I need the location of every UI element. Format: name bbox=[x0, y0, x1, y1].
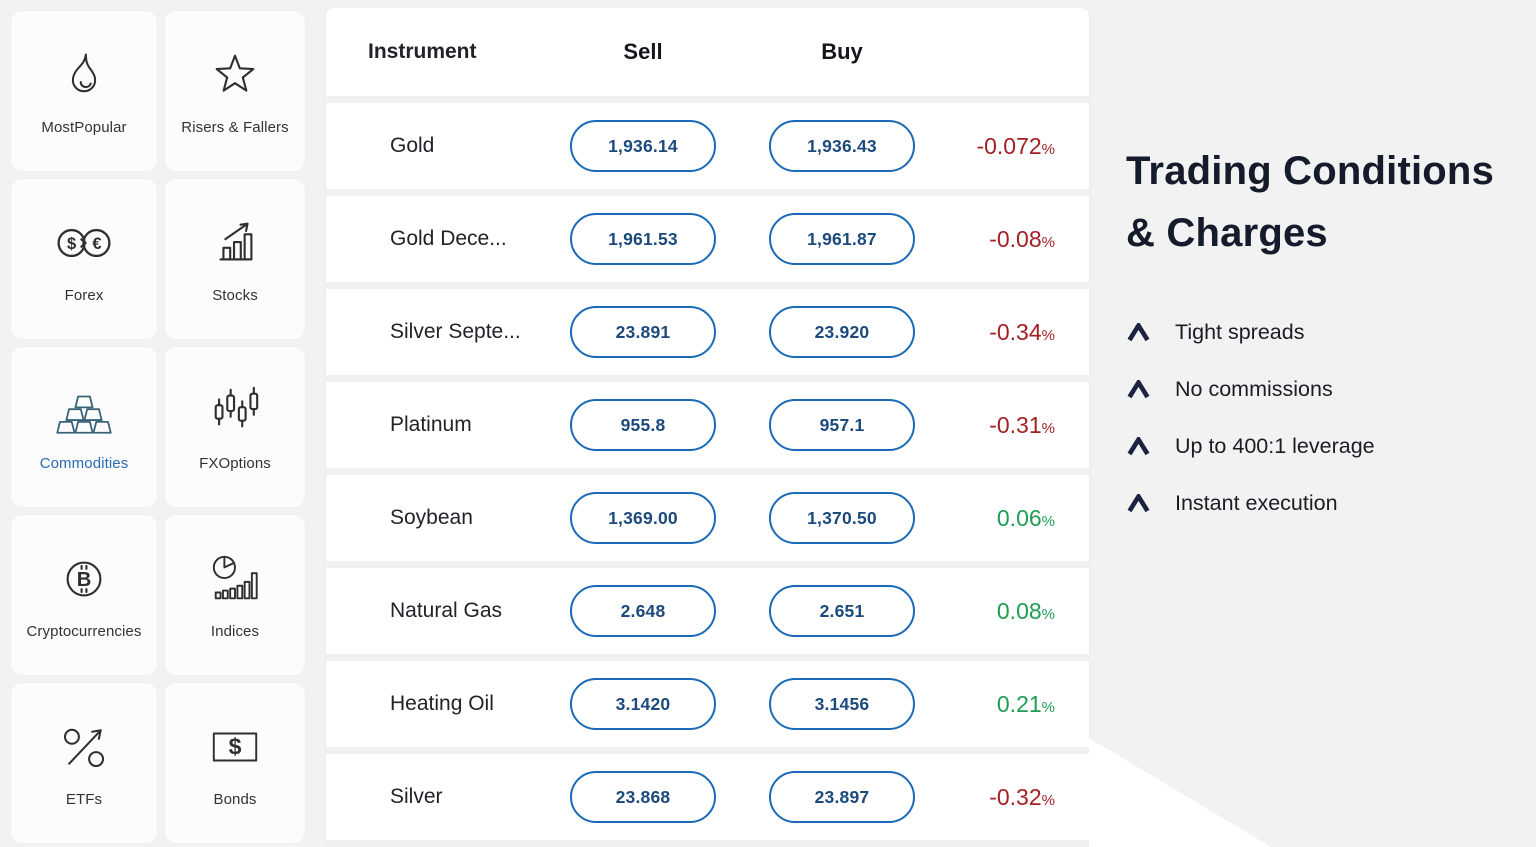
gold-bars-icon bbox=[55, 382, 113, 440]
instrument-price-table: Instrument Sell Buy Gold 1,936.14 1,936.… bbox=[326, 8, 1089, 847]
sell-button[interactable]: 955.8 bbox=[570, 399, 716, 451]
change-percent: -0.31% bbox=[989, 411, 1055, 438]
sidebar-item-label: Commodities bbox=[39, 455, 129, 472]
sidebar-item-label: Risers & Fallers bbox=[181, 119, 289, 136]
svg-text:€: € bbox=[92, 234, 101, 253]
percent-arrow-icon bbox=[55, 718, 113, 776]
instrument-name: Heating Oil bbox=[390, 692, 494, 715]
bullet-label: Tight spreads bbox=[1175, 319, 1305, 344]
star-icon bbox=[206, 46, 264, 104]
chevron-up-icon bbox=[1127, 436, 1150, 455]
panel-title: Trading Conditions & Charges bbox=[1126, 140, 1536, 264]
sell-button[interactable]: 3.1420 bbox=[570, 678, 716, 730]
sidebar-item-commodities[interactable]: Commodities bbox=[10, 346, 158, 508]
instrument-name: Soybean bbox=[390, 506, 473, 529]
instrument-name: Natural Gas bbox=[390, 599, 503, 622]
sidebar-item-label: FXOptions bbox=[199, 455, 271, 472]
table-row[interactable]: Gold 1,936.14 1,936.43 -0.072% bbox=[326, 103, 1089, 189]
instrument-name: Gold bbox=[390, 134, 435, 157]
bullet-item: Tight spreads bbox=[1126, 318, 1536, 346]
buy-button[interactable]: 1,370.50 bbox=[769, 492, 915, 544]
change-percent: -0.32% bbox=[989, 783, 1055, 810]
sidebar-item-bonds[interactable]: $ Bonds bbox=[164, 682, 306, 844]
sidebar-item-label: Stocks bbox=[212, 287, 258, 304]
change-percent: -0.08% bbox=[989, 225, 1055, 252]
sidebar-item-label: Bonds bbox=[213, 791, 257, 808]
trading-conditions-panel: Trading Conditions & Charges Tight sprea… bbox=[1098, 0, 1536, 847]
sidebar-item-label: MostPopular bbox=[41, 119, 127, 136]
buy-button[interactable]: 23.897 bbox=[769, 771, 915, 823]
change-percent: -0.072% bbox=[976, 132, 1055, 159]
table-row[interactable]: Natural Gas 2.648 2.651 0.08% bbox=[326, 568, 1089, 654]
sidebar-item-cryptocurrencies[interactable]: B Cryptocurrencies bbox=[10, 514, 158, 676]
candlesticks-icon bbox=[206, 382, 264, 440]
buy-button[interactable]: 23.920 bbox=[769, 306, 915, 358]
bullet-item: Instant execution bbox=[1126, 489, 1536, 517]
sell-button[interactable]: 1,936.14 bbox=[570, 120, 716, 172]
sidebar-item-mostpopular[interactable]: MostPopular bbox=[10, 10, 158, 172]
svg-text:B: B bbox=[77, 569, 92, 591]
buy-button[interactable]: 1,936.43 bbox=[769, 120, 915, 172]
buy-button[interactable]: 2.651 bbox=[769, 585, 915, 637]
sidebar-item-forex[interactable]: $ € Forex bbox=[10, 178, 158, 340]
panel-title-line1: Trading Conditions bbox=[1126, 149, 1495, 193]
bitcoin-icon: B bbox=[55, 550, 113, 608]
change-percent: 0.06% bbox=[996, 504, 1055, 531]
sidebar-item-label: ETFs bbox=[65, 791, 103, 808]
sell-button[interactable]: 23.868 bbox=[570, 771, 716, 823]
table-row[interactable]: Heating Oil 3.1420 3.1456 0.21% bbox=[326, 661, 1089, 747]
sell-button[interactable]: 1,369.00 bbox=[570, 492, 716, 544]
buy-button[interactable]: 3.1456 bbox=[769, 678, 915, 730]
instrument-name: Silver bbox=[390, 785, 443, 808]
panel-title-line2: & Charges bbox=[1126, 211, 1328, 255]
pie-bars-icon bbox=[206, 550, 264, 608]
bar-chart-arrow-icon bbox=[206, 214, 264, 272]
table-row[interactable]: Soybean 1,369.00 1,370.50 0.06% bbox=[326, 475, 1089, 561]
table-row[interactable]: Silver Septe... 23.891 23.920 -0.34% bbox=[326, 289, 1089, 375]
sell-button[interactable]: 1,961.53 bbox=[570, 213, 716, 265]
panel-bullet-list: Tight spreads No commissions Up to 400:1… bbox=[1126, 318, 1536, 517]
bullet-label: Instant execution bbox=[1175, 490, 1338, 515]
change-percent: 0.21% bbox=[996, 690, 1055, 717]
sidebar-item-etfs[interactable]: ETFs bbox=[10, 682, 158, 844]
header-instrument: Instrument bbox=[368, 40, 477, 63]
instrument-name: Gold Dece... bbox=[390, 227, 507, 250]
sell-button[interactable]: 23.891 bbox=[570, 306, 716, 358]
bullet-label: No commissions bbox=[1175, 376, 1333, 401]
sidebar-item-fxoptions[interactable]: FXOptions bbox=[164, 346, 306, 508]
sidebar-item-label: Cryptocurrencies bbox=[26, 623, 142, 640]
instrument-name: Silver Septe... bbox=[390, 320, 521, 343]
sidebar-item-label: Indices bbox=[210, 623, 260, 640]
bullet-label: Up to 400:1 leverage bbox=[1175, 433, 1375, 458]
table-row[interactable]: Gold Dece... 1,961.53 1,961.87 -0.08% bbox=[326, 196, 1089, 282]
bullet-item: Up to 400:1 leverage bbox=[1126, 432, 1536, 460]
header-buy: Buy bbox=[821, 39, 863, 64]
sidebar-item-stocks[interactable]: Stocks bbox=[164, 178, 306, 340]
svg-text:$: $ bbox=[229, 734, 242, 760]
currency-exchange-icon: $ € bbox=[55, 214, 113, 272]
header-sell: Sell bbox=[623, 39, 663, 64]
sell-button[interactable]: 2.648 bbox=[570, 585, 716, 637]
sidebar-item-risers-fallers[interactable]: Risers & Fallers bbox=[164, 10, 306, 172]
instrument-categories-sidebar: MostPopular Risers & Fallers $ € Forex bbox=[10, 10, 306, 844]
bullet-item: No commissions bbox=[1126, 375, 1536, 403]
change-percent: 0.08% bbox=[996, 597, 1055, 624]
chevron-up-icon bbox=[1127, 379, 1150, 398]
sidebar-item-indices[interactable]: Indices bbox=[164, 514, 306, 676]
change-percent: -0.34% bbox=[989, 318, 1055, 345]
sidebar-item-label: Forex bbox=[64, 287, 104, 304]
instrument-name: Platinum bbox=[390, 413, 472, 436]
banknote-icon: $ bbox=[206, 718, 264, 776]
flame-icon bbox=[55, 46, 113, 104]
chevron-up-icon bbox=[1127, 493, 1150, 512]
svg-text:$: $ bbox=[67, 234, 76, 253]
table-row[interactable]: Platinum 955.8 957.1 -0.31% bbox=[326, 382, 1089, 468]
buy-button[interactable]: 957.1 bbox=[769, 399, 915, 451]
table-header-row: Instrument Sell Buy bbox=[326, 8, 1089, 96]
buy-button[interactable]: 1,961.87 bbox=[769, 213, 915, 265]
table-row[interactable]: Silver 23.868 23.897 -0.32% bbox=[326, 754, 1089, 840]
chevron-up-icon bbox=[1127, 322, 1150, 341]
